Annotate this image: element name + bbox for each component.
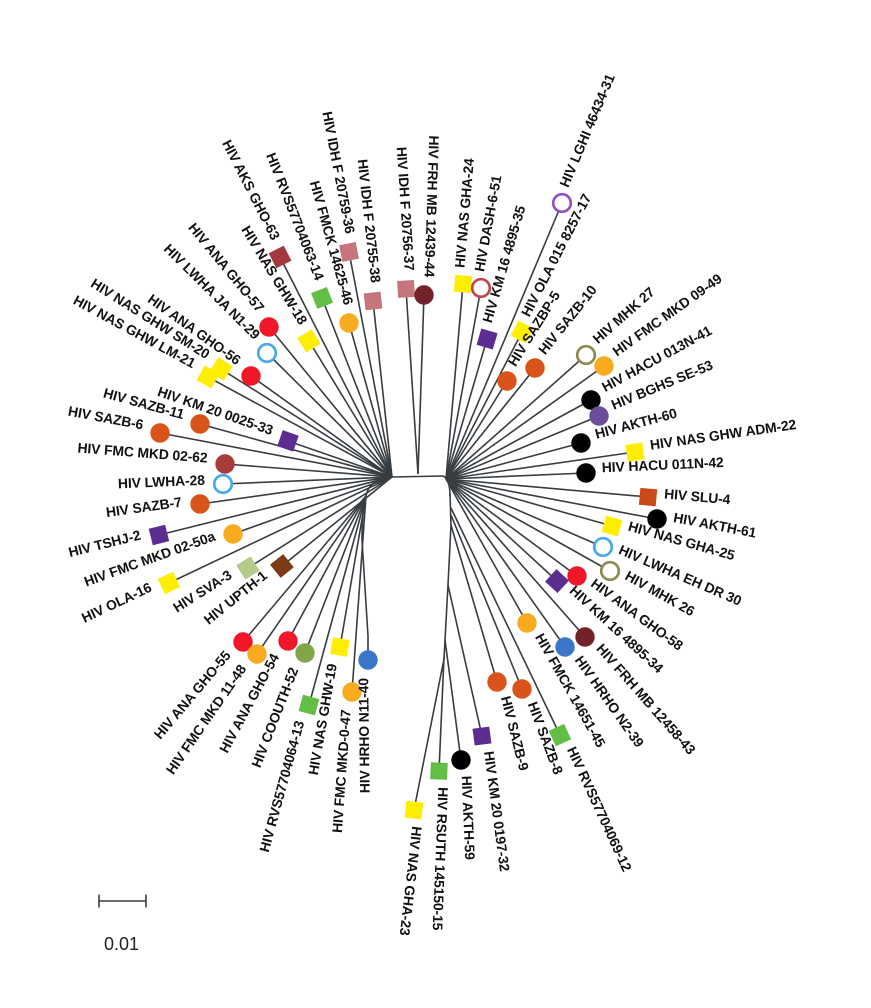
- svg-text:HIV HACU 011N-42: HIV HACU 011N-42: [601, 454, 724, 475]
- svg-text:HIV SLU-4: HIV SLU-4: [664, 485, 732, 507]
- svg-text:0.01: 0.01: [104, 934, 139, 954]
- svg-text:HIV FRH MB 12439-44: HIV FRH MB 12439-44: [422, 135, 443, 278]
- svg-text:HIV RSUTH 145150-15: HIV RSUTH 145150-15: [430, 787, 452, 931]
- svg-text:HIV HRHO N11-40: HIV HRHO N11-40: [355, 678, 372, 794]
- svg-text:HIV LWHA-28: HIV LWHA-28: [118, 472, 206, 492]
- svg-text:HIV AKTH-59: HIV AKTH-59: [459, 775, 479, 860]
